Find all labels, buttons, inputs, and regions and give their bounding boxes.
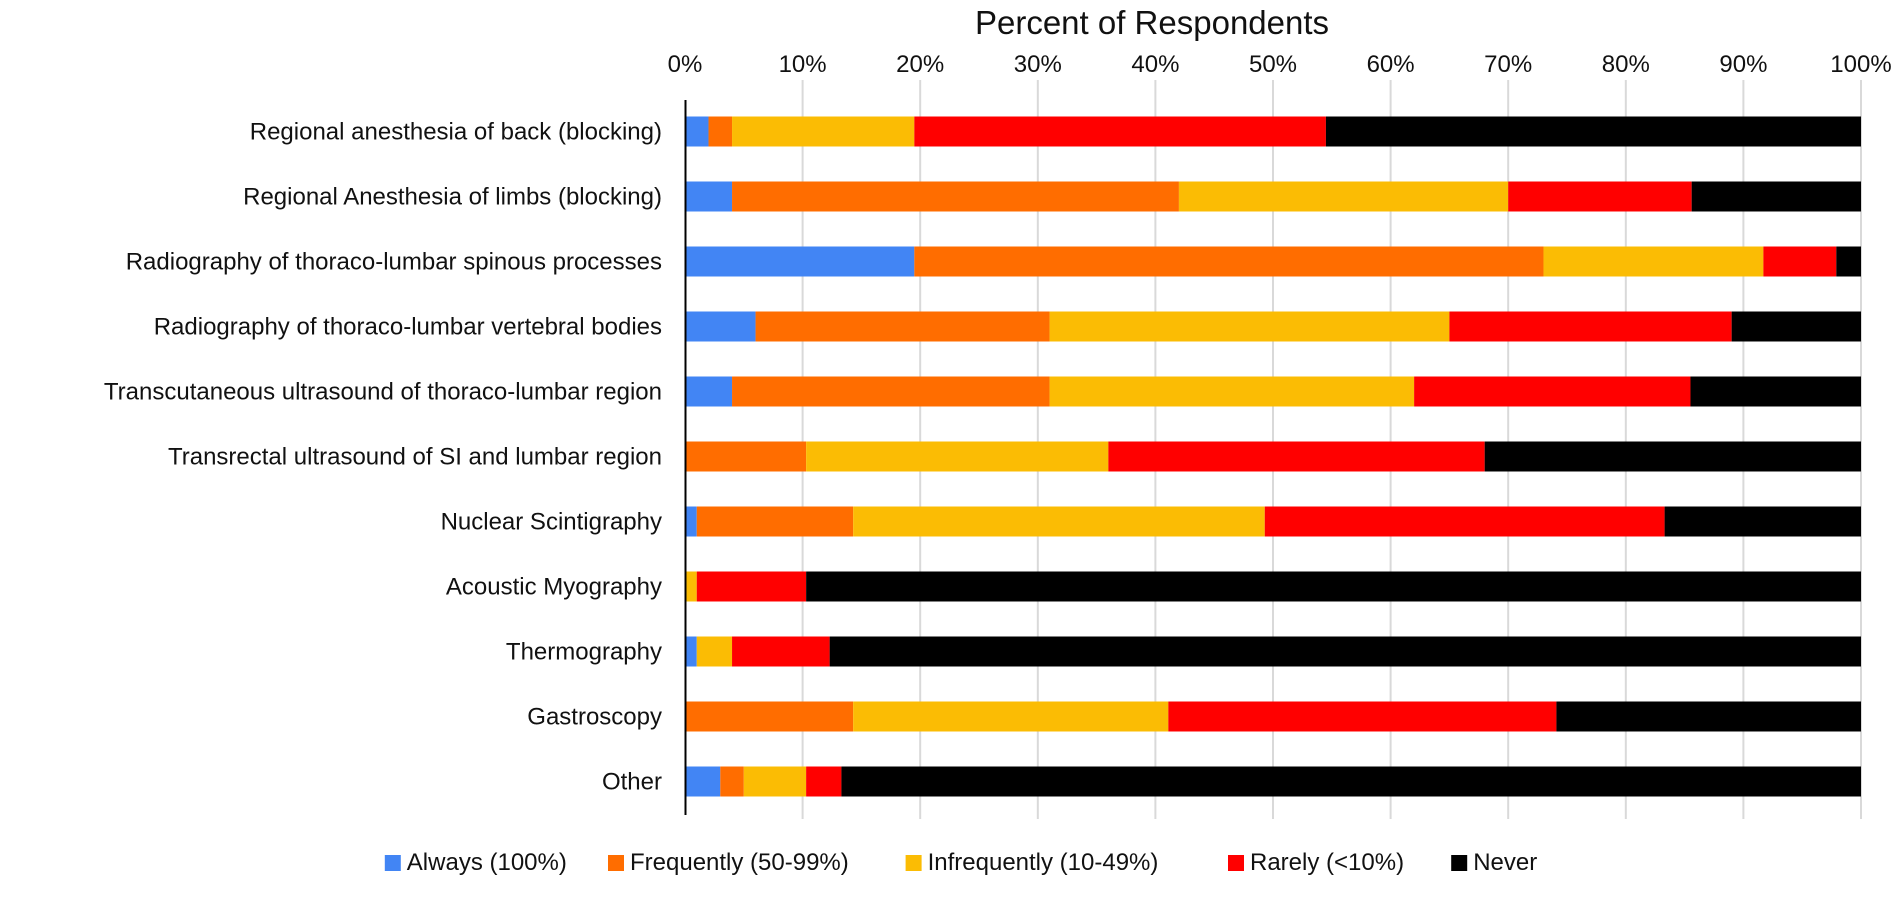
x-tick-label: 60% [1367, 51, 1415, 78]
legend-item[interactable]: Rarely (<10%) [1228, 849, 1404, 876]
bar-segment [1325, 116, 1861, 147]
x-tick-label: 100% [1830, 51, 1891, 78]
x-tick-label: 80% [1602, 51, 1650, 78]
bar-segment [1508, 181, 1692, 212]
bar-segment [1449, 311, 1732, 342]
legend-item[interactable]: Infrequently (10-49%) [905, 849, 1159, 876]
bar-segment [685, 246, 915, 277]
bar-segment [1690, 376, 1861, 407]
bar-segment [685, 116, 709, 147]
x-axis-ticks: 0% 10% 20% 30% 40% 50% 60% 70% 80% 90% 100% [668, 51, 1892, 78]
legend-label: Rarely (<10%) [1250, 849, 1404, 876]
category-labels: Regional anesthesia of back (blocking) Re… [104, 119, 662, 796]
category-label: Radiography of thoraco-lumbar vertebral … [154, 314, 662, 341]
bar-segment [1543, 246, 1764, 277]
legend-item[interactable]: Frequently (50-99%) [608, 849, 849, 876]
category-label: Other [602, 769, 662, 796]
legend-swatch [1451, 855, 1468, 871]
legend-label: Frequently (50-99%) [630, 849, 849, 876]
bar-segment [1414, 376, 1691, 407]
category-label: Regional anesthesia of back (blocking) [250, 119, 662, 146]
x-tick-label: 10% [779, 51, 827, 78]
x-tick-label: 20% [896, 51, 944, 78]
bar-segment [1763, 246, 1837, 277]
x-axis-title: Percent of Respondents [975, 4, 1329, 41]
bar-segment [806, 766, 842, 797]
bar-segment [696, 571, 807, 602]
bar-segment [696, 506, 854, 537]
bar-segment [685, 506, 697, 537]
bar-segment [685, 571, 697, 602]
bar-segment [685, 701, 854, 732]
x-tick-label: 30% [1014, 51, 1062, 78]
bars [685, 116, 1862, 797]
legend-label: Infrequently (10-49%) [928, 849, 1159, 876]
bar-segment [685, 311, 756, 342]
bar-segment [1731, 311, 1861, 342]
bar-segment [685, 441, 807, 472]
category-label: Thermography [506, 639, 662, 666]
category-label: Transrectal ultrasound of SI and lumbar … [168, 444, 662, 471]
bar-segment [1556, 701, 1861, 732]
bar-segment [914, 246, 1544, 277]
bar-segment [732, 636, 830, 667]
category-label: Regional Anesthesia of limbs (blocking) [243, 184, 662, 211]
bar-segment [732, 116, 915, 147]
bar-segment [685, 181, 733, 212]
bar-segment [732, 181, 1179, 212]
bar-segment [914, 116, 1326, 147]
x-tick-label: 70% [1484, 51, 1532, 78]
x-tick-label: 40% [1131, 51, 1179, 78]
bar-segment [720, 766, 744, 797]
bar-segment [1168, 701, 1557, 732]
legend-item[interactable]: Always (100%) [384, 849, 567, 876]
bar-segment [806, 571, 1862, 602]
bar-segment [732, 376, 1050, 407]
bar-segment [743, 766, 807, 797]
category-label: Radiography of thoraco-lumbar spinous pr… [126, 249, 662, 276]
category-label: Gastroscopy [527, 704, 662, 731]
x-tick-label: 0% [668, 51, 703, 78]
bar-segment [853, 506, 1265, 537]
bar-segment [685, 766, 721, 797]
bar-segment [829, 636, 1862, 667]
bar-segment [1108, 441, 1485, 472]
bar-segment [755, 311, 1050, 342]
bar-segment [1836, 246, 1861, 277]
legend-item[interactable]: Never [1451, 849, 1537, 876]
legend-swatch [905, 855, 922, 871]
bar-segment [806, 441, 1109, 472]
x-tick-label: 50% [1249, 51, 1297, 78]
category-label: Acoustic Myography [446, 574, 662, 601]
bar-segment [708, 116, 733, 147]
bar-segment [1664, 506, 1861, 537]
bar-segment [853, 701, 1169, 732]
legend-swatch [1228, 855, 1244, 871]
bar-segment [1049, 376, 1415, 407]
bar-segment [841, 766, 1861, 797]
bar-segment [685, 636, 697, 667]
legend-swatch [608, 855, 624, 871]
legend[interactable]: Always (100%) Frequently (50-99%) Infreque… [384, 849, 1537, 876]
category-label: Nuclear Scintigraphy [441, 509, 662, 536]
category-label: Transcutaneous ultrasound of thoraco-lum… [104, 379, 662, 406]
legend-swatch [384, 855, 401, 871]
legend-label: Always (100%) [407, 849, 567, 876]
bar-segment [1264, 506, 1665, 537]
x-tick-label: 90% [1719, 51, 1767, 78]
bar-segment [1049, 311, 1450, 342]
bar-segment [1484, 441, 1861, 472]
bar-segment [685, 376, 733, 407]
legend-label: Never [1473, 849, 1537, 876]
bar-segment [1691, 181, 1861, 212]
bar-segment [1178, 181, 1509, 212]
bar-segment [696, 636, 733, 667]
